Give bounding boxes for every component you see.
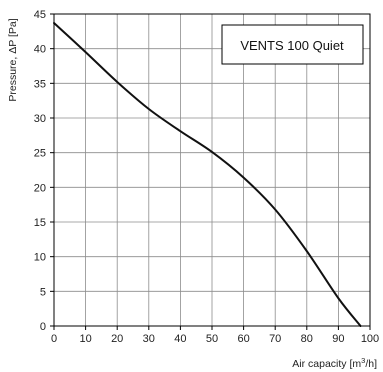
tick-marks <box>50 13 371 330</box>
y-tick-label: 20 <box>34 182 46 194</box>
x-axis-label-main: Air capacity [m <box>292 358 361 370</box>
legend-label: VENTS 100 Quiet <box>240 38 344 53</box>
x-tick-label: 10 <box>79 333 91 345</box>
y-tick-label: 35 <box>34 78 46 90</box>
series-line <box>53 22 362 327</box>
x-tick-label: 60 <box>237 333 249 345</box>
x-tick-label: 100 <box>361 333 379 345</box>
y-tick-label: 25 <box>34 148 46 160</box>
y-tick-label: 0 <box>40 321 46 333</box>
x-tick-label: 30 <box>143 333 155 345</box>
x-tick-labels: 0 10 20 30 40 50 60 70 80 90 100 <box>51 333 379 345</box>
y-tick-labels: 0 5 10 15 20 25 30 35 40 45 <box>34 9 46 333</box>
y-tick-label: 30 <box>34 113 46 125</box>
x-tick-label: 20 <box>111 333 123 345</box>
y-tick-label: 15 <box>34 217 46 229</box>
x-axis-label-end: /h] <box>365 358 377 370</box>
legend-box: VENTS 100 Quiet <box>221 24 364 65</box>
x-axis-label: Air capacity [m3/h] <box>292 356 377 370</box>
x-tick-label: 80 <box>301 333 313 345</box>
y-tick-label: 45 <box>34 9 46 21</box>
x-tick-label: 0 <box>51 333 57 345</box>
x-tick-label: 40 <box>174 333 186 345</box>
series-layer <box>53 22 362 327</box>
x-axis-label-sup: 3 <box>361 356 365 365</box>
x-tick-label: 90 <box>332 333 344 345</box>
x-tick-label: 70 <box>269 333 281 345</box>
y-tick-label: 5 <box>40 286 46 298</box>
y-tick-label: 40 <box>34 44 46 56</box>
y-tick-label: 10 <box>34 252 46 264</box>
x-tick-label: 50 <box>206 333 218 345</box>
y-axis-label: Pressure, ΔP [Pa] <box>7 18 19 101</box>
